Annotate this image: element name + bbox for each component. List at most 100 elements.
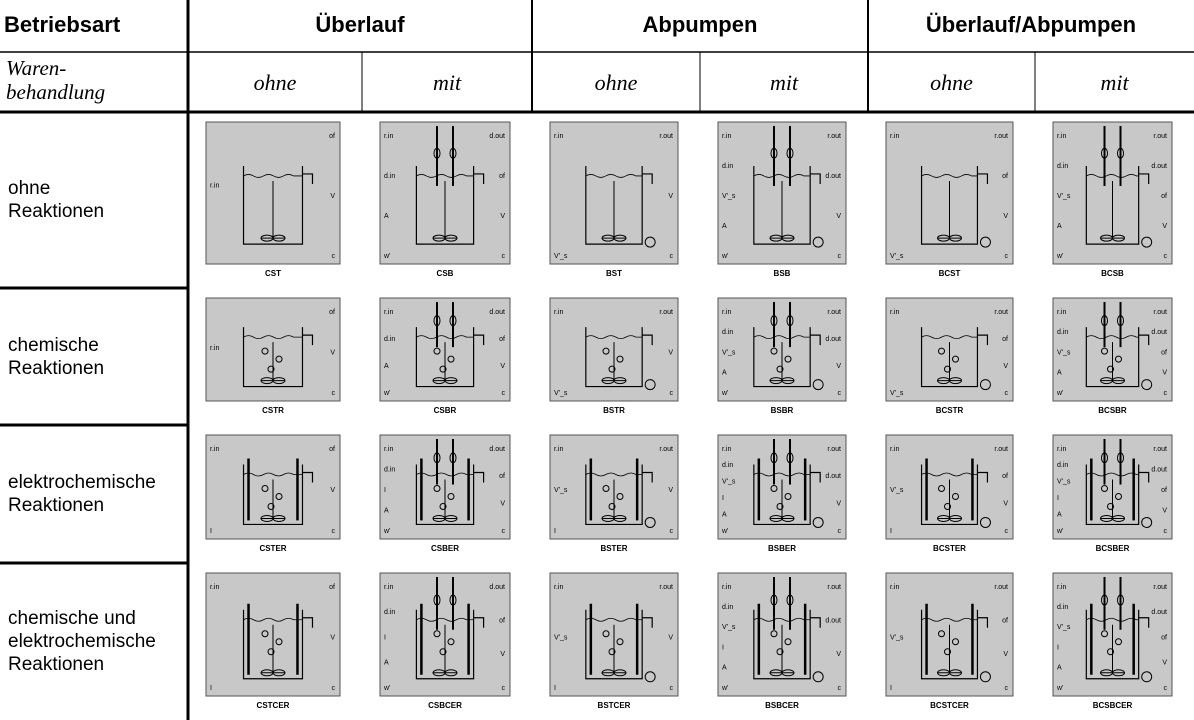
port-label: V [836,501,841,508]
option-header: mit [362,70,532,96]
port-label: w' [1056,390,1063,397]
block-name: CST [265,269,281,278]
port-label: I [722,644,724,651]
port-label: w' [721,253,728,260]
port-label: d.out [1151,609,1167,616]
port-label: r.out [1153,133,1167,140]
port-label: r.out [827,584,841,591]
header-title: Betriebsart [4,12,184,38]
port-label: I [890,685,892,692]
port-label: r.out [994,309,1008,316]
block-name: BCSTCER [930,701,969,710]
block-name: BCST [939,269,961,278]
port-label: A [384,363,389,370]
port-label: A [722,223,727,230]
port-label: d.in [1057,163,1068,170]
port-label: w' [383,528,390,535]
port-label: r.in [890,446,899,453]
port-label: V'_s [890,634,904,641]
port-label: of [499,618,505,625]
port-label: c [670,253,674,260]
port-label: c [502,685,506,692]
port-label: c [1005,685,1009,692]
port-label: A [722,511,727,518]
block-name: CSBR [434,406,457,415]
block-name: CSTER [259,544,286,553]
port-label: of [329,584,335,591]
port-label: w' [721,528,728,535]
port-label: r.in [722,133,731,140]
port-label: of [1002,173,1008,180]
port-label: r.in [554,584,563,591]
port-label: V'_s [722,193,736,200]
port-label: A [1057,511,1062,518]
port-label: c [1164,390,1168,397]
port-label: I [384,634,386,641]
port-label: of [329,446,335,453]
port-label: d.in [722,163,733,170]
block-name: BCSBER [1096,544,1130,553]
port-label: A [1057,665,1062,672]
port-label: V [330,193,335,200]
port-label: r.out [659,446,673,453]
port-label: c [670,685,674,692]
port-label: V [330,634,335,641]
port-label: w' [1056,685,1063,692]
port-label: A [1057,370,1062,377]
port-label: c [1005,390,1009,397]
port-label: r.in [722,309,731,316]
port-label: r.in [890,584,899,591]
group-header: Überlauf [188,12,532,38]
port-label: r.in [210,446,219,453]
port-label: V'_s [890,487,904,494]
port-label: V [500,363,505,370]
port-label: r.in [1057,133,1066,140]
port-label: c [502,390,506,397]
port-label: V [1162,223,1167,230]
port-label: d.out [825,618,841,625]
port-label: r.in [384,584,393,591]
port-label: d.out [489,446,505,453]
port-label: c [1164,685,1168,692]
port-label: V [330,349,335,356]
block-name: BSTCER [598,701,631,710]
port-label: c [670,528,674,535]
port-label: A [722,665,727,672]
port-label: r.in [384,133,393,140]
port-label: V [1003,363,1008,370]
port-label: d.in [722,604,733,611]
port-label: d.out [825,336,841,343]
port-label: w' [1056,253,1063,260]
port-label: w' [721,390,728,397]
port-label: V'_s [1057,624,1071,631]
port-label: V [1162,370,1167,377]
port-label: V'_s [722,349,736,356]
port-label: c [502,253,506,260]
port-label: of [1161,349,1167,356]
port-label: I [890,528,892,535]
port-label: of [329,309,335,316]
port-label: of [1002,473,1008,480]
port-label: V [836,213,841,220]
port-label: r.out [827,446,841,453]
port-label: d.in [1057,604,1068,611]
port-label: A [384,213,389,220]
port-label: V [1003,501,1008,508]
port-label: V [1003,651,1008,658]
port-label: r.out [659,309,673,316]
port-label: r.out [1153,309,1167,316]
block-name: CSTCER [257,701,290,710]
port-label: V [1162,660,1167,667]
port-label: r.in [384,309,393,316]
port-label: w' [1056,528,1063,535]
port-label: A [384,660,389,667]
port-label: c [670,390,674,397]
port-label: r.in [554,133,563,140]
port-label: A [384,507,389,514]
block-name: BCSBCER [1093,701,1133,710]
block-name: BSBER [768,544,796,553]
port-label: c [838,390,842,397]
block-name: CSB [437,269,454,278]
port-label: V'_s [554,487,568,494]
port-label: V [836,363,841,370]
